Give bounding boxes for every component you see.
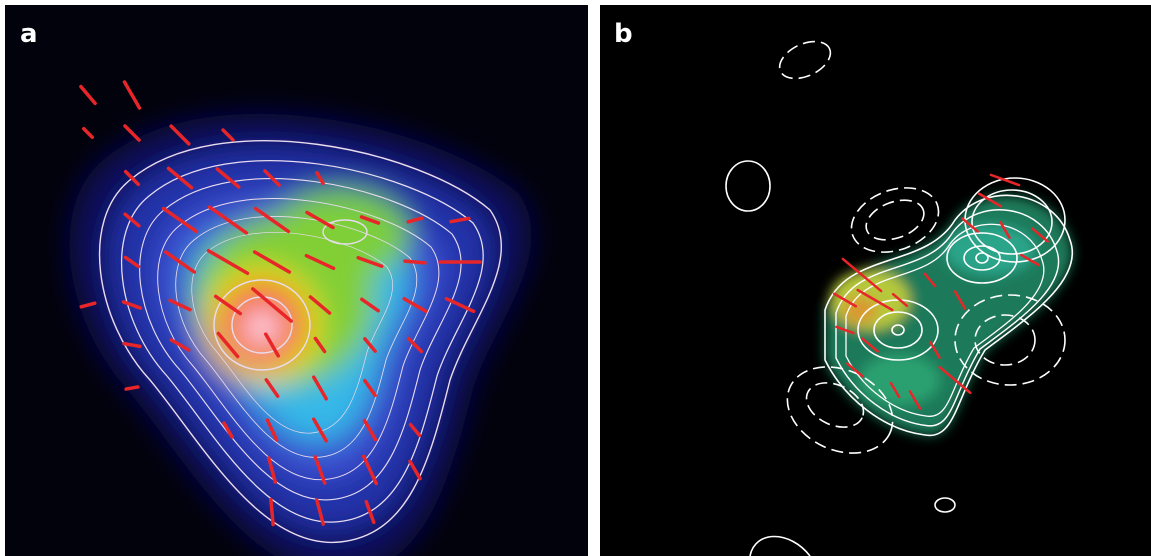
vector [271, 500, 273, 525]
panel-b: b [600, 5, 1151, 556]
figure: a [0, 0, 1151, 556]
panel-a: a [5, 5, 588, 556]
vector [126, 387, 138, 389]
page: a [0, 0, 1151, 556]
panel-label: b [614, 19, 633, 49]
vector [405, 261, 425, 263]
panel-label: a [20, 19, 38, 49]
